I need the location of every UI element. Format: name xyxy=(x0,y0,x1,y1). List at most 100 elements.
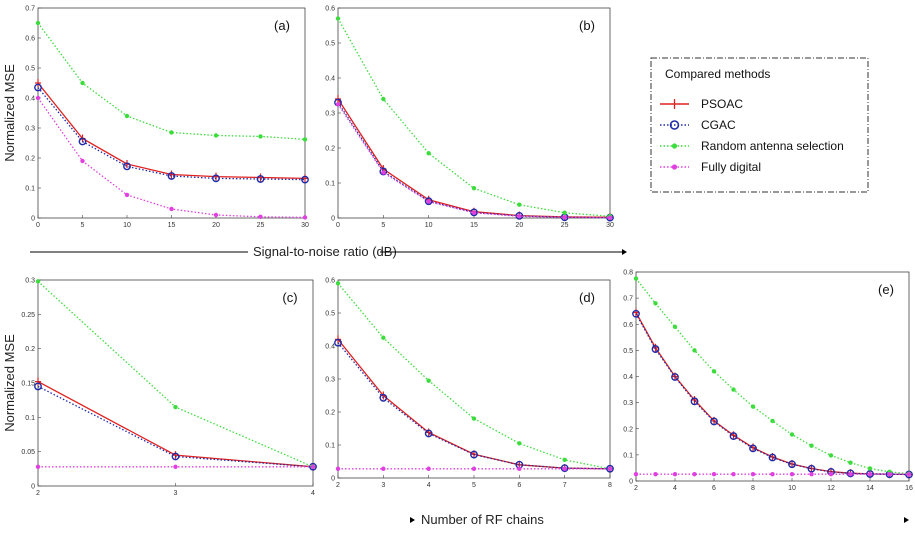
x-tick-label: 4 xyxy=(311,490,315,497)
data-point xyxy=(471,466,477,471)
series-random-antenna-selection xyxy=(335,281,613,471)
data-point xyxy=(789,472,795,477)
data-point xyxy=(606,464,614,473)
data-point xyxy=(671,373,679,381)
data-point xyxy=(809,472,814,477)
series-line xyxy=(337,98,611,218)
data-point xyxy=(672,324,678,330)
y-tick-label: 0.4 xyxy=(325,76,335,83)
top-xlabel-row: Signal-to-noise ratio (dB) xyxy=(30,244,627,259)
data-point xyxy=(731,387,736,392)
data-point xyxy=(750,472,756,477)
data-point xyxy=(35,95,41,101)
x-tick-label: 15 xyxy=(168,222,176,229)
data-point xyxy=(672,472,678,477)
data-point xyxy=(692,348,697,353)
series-random-antenna-selection xyxy=(35,20,308,142)
series-line xyxy=(635,313,910,476)
data-point xyxy=(690,397,699,406)
x-tick-label: 5 xyxy=(381,222,385,229)
y-tick-label: 0.05 xyxy=(21,449,35,456)
data-point xyxy=(169,206,174,212)
series-line xyxy=(37,97,306,219)
data-point xyxy=(471,186,477,191)
data-point xyxy=(34,382,42,391)
y-tick-label: 0.2 xyxy=(325,146,335,153)
data-point xyxy=(866,470,874,478)
data-point xyxy=(424,197,433,206)
x-tick-label: 30 xyxy=(606,222,614,229)
y-tick-label: 0.2 xyxy=(325,410,335,417)
data-point xyxy=(381,96,386,102)
x-tick-label: 4 xyxy=(427,482,431,489)
panel-d: 0 0.1 0.2 0.3 0.4 0.5 0.6 2 3 4 5 6 7 8 (d) xyxy=(325,278,614,489)
series-line xyxy=(337,282,611,470)
y-tick-label: 0.2 xyxy=(25,346,35,353)
data-point xyxy=(846,469,855,478)
panel-c-ylabel: Normalized MSE xyxy=(2,334,17,432)
data-point xyxy=(768,453,777,462)
legend-label-psoac: PSOAC xyxy=(701,97,743,111)
series-line xyxy=(37,87,306,181)
y-tick-label: 0.2 xyxy=(623,426,633,433)
data-point xyxy=(258,214,263,219)
y-tick-label: 0 xyxy=(331,216,335,223)
y-tick-label: 0.4 xyxy=(325,344,335,351)
data-point xyxy=(807,464,816,473)
y-tick-label: 0.1 xyxy=(25,415,35,422)
y-tick-label: 0.3 xyxy=(325,377,335,384)
data-point xyxy=(167,172,176,180)
legend-label-cgac: CGAC xyxy=(701,118,736,132)
data-point xyxy=(80,158,85,164)
data-point xyxy=(562,210,567,215)
data-point xyxy=(607,466,613,471)
x-tick-label: 25 xyxy=(561,222,569,229)
data-point xyxy=(906,472,912,477)
data-point xyxy=(426,378,431,383)
x-tick-label: 7 xyxy=(563,482,567,489)
y-tick-label: 0.1 xyxy=(325,443,335,450)
data-point xyxy=(517,214,522,219)
data-point xyxy=(828,472,834,477)
data-point xyxy=(35,79,41,87)
panel-b: 0 0.1 0.2 0.3 0.4 0.5 0.6 0 5 10 15 20 25 30 (b) xyxy=(325,6,614,230)
bottom-xlabel-row: Number of RF chains xyxy=(410,512,909,527)
legend-label-random: Random antenna selection xyxy=(701,139,844,153)
x-tick-label: 8 xyxy=(608,482,612,489)
data-point xyxy=(334,338,342,347)
data-point xyxy=(711,472,717,477)
data-point xyxy=(633,276,639,281)
x-tick-label: 30 xyxy=(301,222,309,229)
x-tick-label: 15 xyxy=(470,222,478,229)
data-point xyxy=(257,173,264,182)
x-tick-label: 14 xyxy=(866,485,874,492)
x-tick-label: 0 xyxy=(336,222,340,229)
x-tick-label: 10 xyxy=(123,222,131,229)
series-fully-digital xyxy=(35,464,316,469)
data-point xyxy=(381,335,386,340)
y-tick-label: 0 xyxy=(31,216,35,223)
y-tick-label: 0.1 xyxy=(25,186,35,193)
x-tick-label: 25 xyxy=(257,222,265,229)
data-point xyxy=(169,130,174,135)
data-point xyxy=(426,466,431,471)
data-point xyxy=(80,80,85,86)
series-random-antenna-selection xyxy=(633,276,912,476)
x-tick-label: 20 xyxy=(212,222,220,229)
top-shared-xlabel: Signal-to-noise ratio (dB) xyxy=(253,244,397,259)
data-point xyxy=(301,175,309,184)
y-tick-label: 0.15 xyxy=(21,381,35,388)
data-point xyxy=(607,215,613,220)
panel-d-frame xyxy=(337,279,611,479)
y-tick-label: 0.6 xyxy=(623,322,633,329)
data-point xyxy=(562,457,567,463)
data-point xyxy=(335,466,341,471)
panel-a-frame xyxy=(37,7,306,219)
x-tick-label: 4 xyxy=(673,485,677,492)
y-tick-label: 0.7 xyxy=(623,296,633,303)
data-point xyxy=(471,210,477,215)
legend-title: Compared methods xyxy=(665,67,770,81)
panel-a-label: (a) xyxy=(274,18,290,33)
series-fully-digital xyxy=(335,102,613,220)
x-tick-label: 6 xyxy=(712,485,716,492)
